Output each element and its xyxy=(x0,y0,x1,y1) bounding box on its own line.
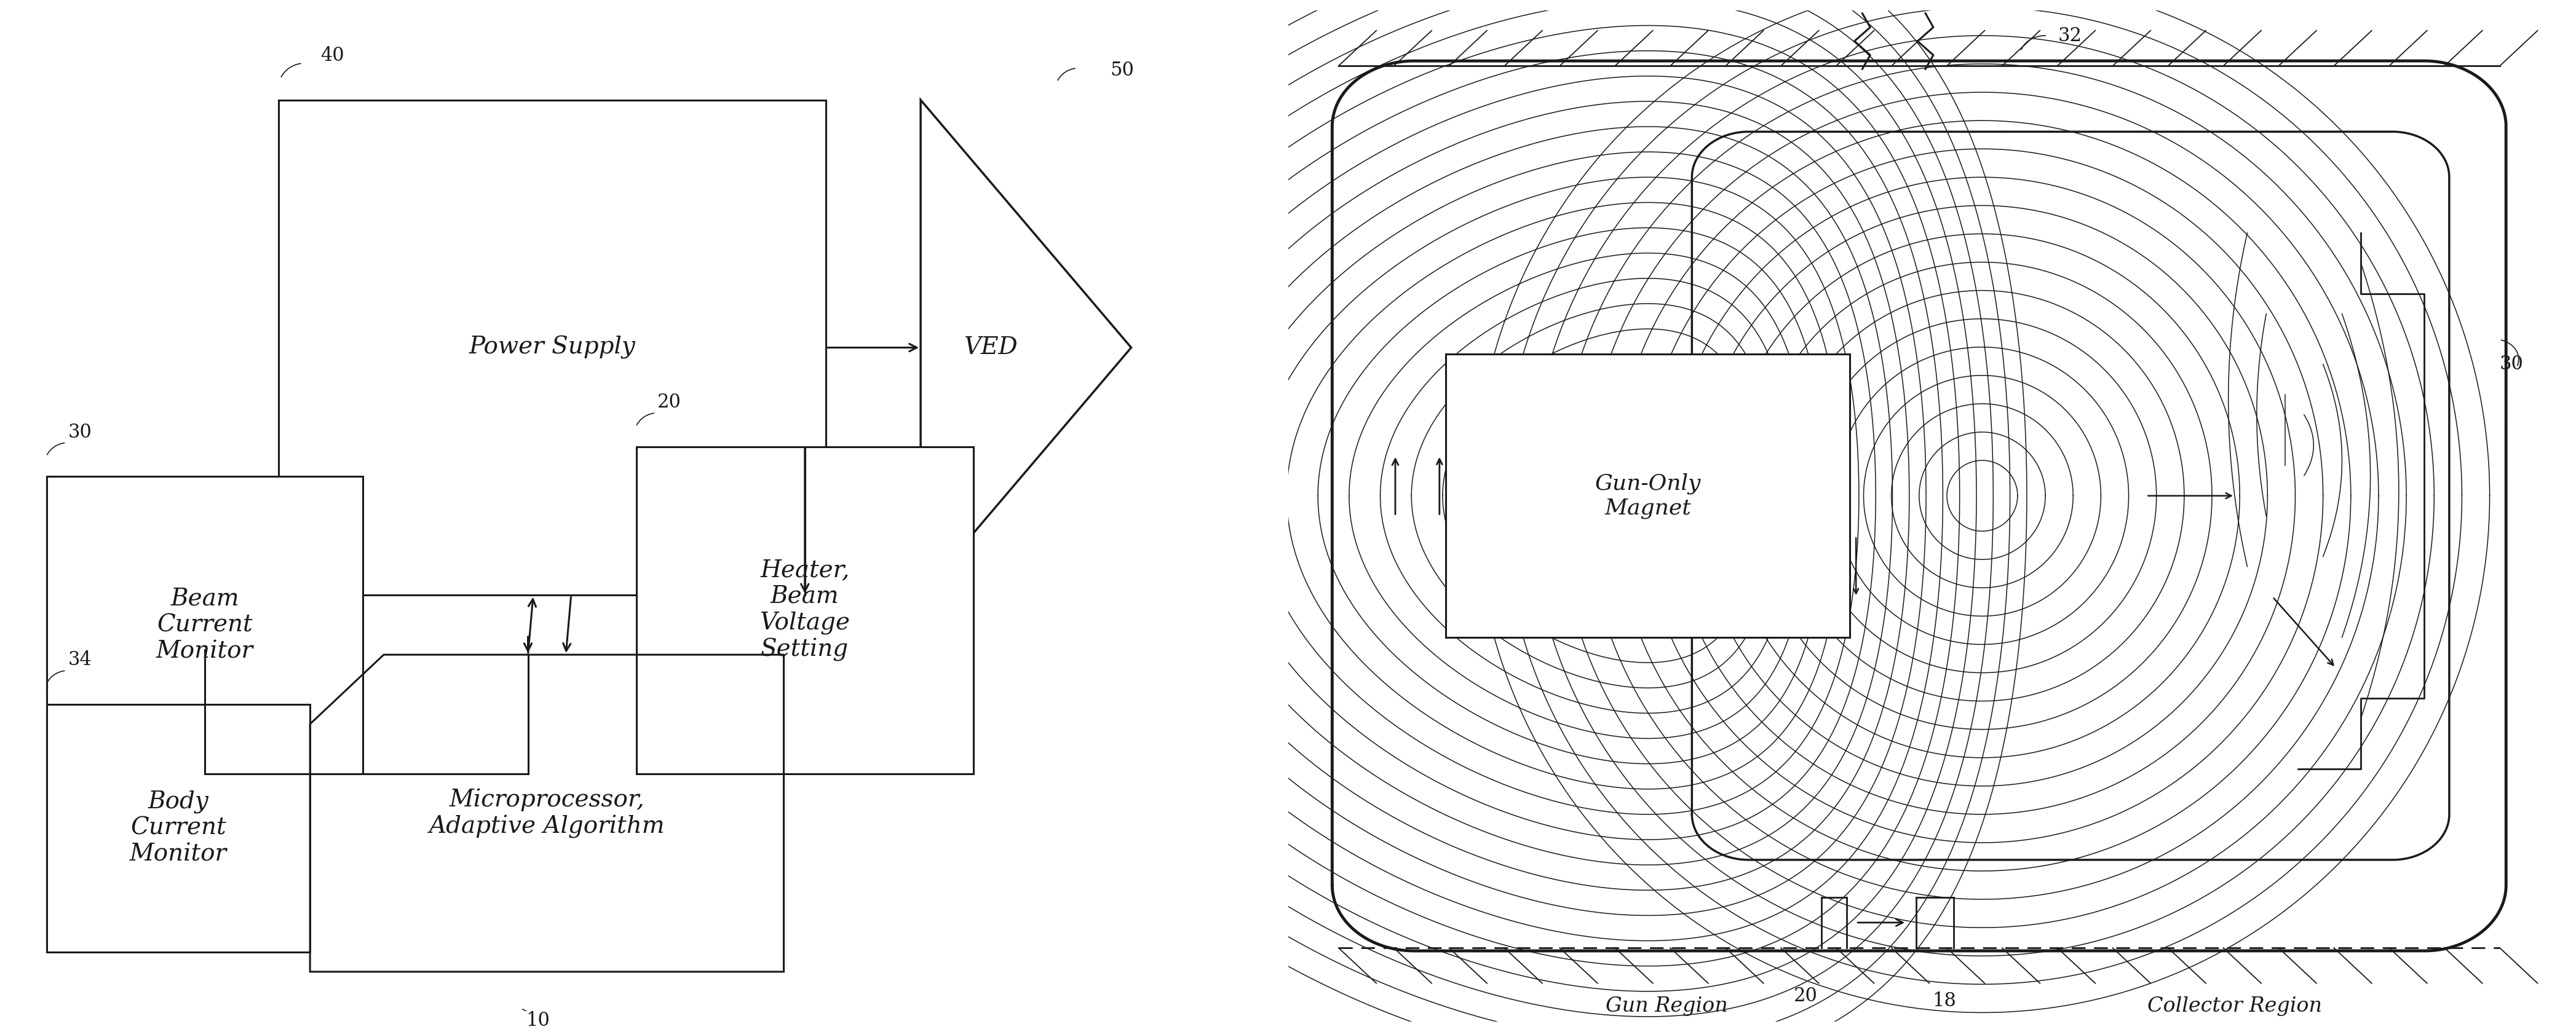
Text: Microprocessor,
Adaptive Algorithm: Microprocessor, Adaptive Algorithm xyxy=(430,788,665,838)
Text: 18: 18 xyxy=(1932,992,1955,1010)
Text: 20: 20 xyxy=(657,393,680,412)
Text: VED: VED xyxy=(963,336,1018,359)
Bar xyxy=(636,447,974,774)
Text: Heater,
Beam
Voltage
Setting: Heater, Beam Voltage Setting xyxy=(760,558,850,662)
Text: 10: 10 xyxy=(526,1011,549,1030)
Text: 20: 20 xyxy=(1793,987,1819,1005)
Text: Gun-Only
Magnet: Gun-Only Magnet xyxy=(1595,473,1700,519)
Text: 30: 30 xyxy=(2499,355,2524,374)
Text: 40: 40 xyxy=(319,46,345,65)
Bar xyxy=(46,477,363,774)
Bar xyxy=(46,704,309,952)
Text: Gun Region: Gun Region xyxy=(1605,997,1728,1017)
Text: Body
Current
Monitor: Body Current Monitor xyxy=(129,791,227,866)
Bar xyxy=(1445,354,1850,638)
Text: 30: 30 xyxy=(67,423,93,442)
Text: 34: 34 xyxy=(67,650,93,670)
Text: Power Supply: Power Supply xyxy=(469,335,636,359)
Bar xyxy=(278,100,827,595)
Text: Collector Region: Collector Region xyxy=(2148,997,2321,1017)
Text: 50: 50 xyxy=(1110,61,1133,80)
Text: Beam
Current
Monitor: Beam Current Monitor xyxy=(157,587,252,663)
Text: 32: 32 xyxy=(2058,27,2081,45)
